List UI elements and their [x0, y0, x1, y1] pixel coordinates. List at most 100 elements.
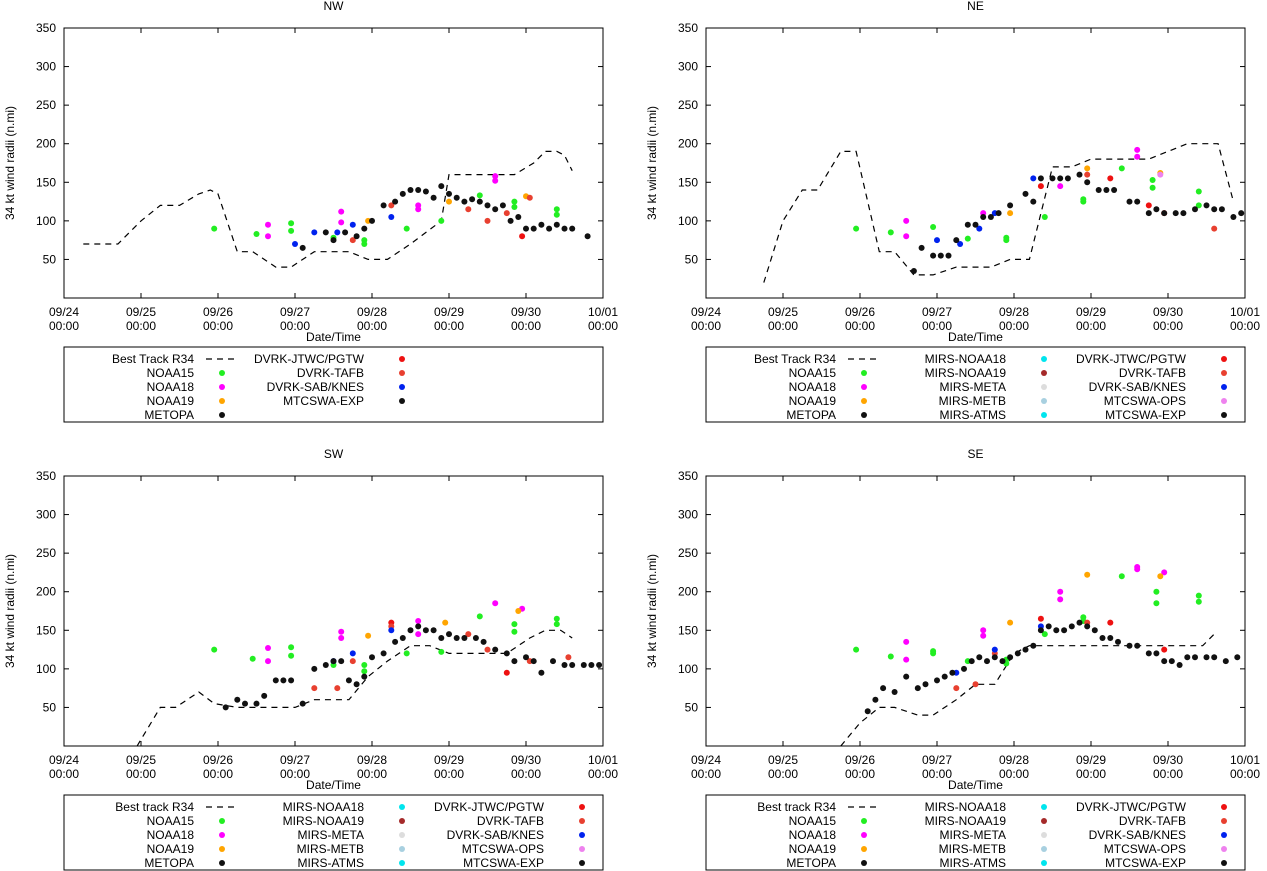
legend-dot-symbol: [861, 846, 867, 852]
data-point: [453, 635, 460, 641]
series-mtcswa-exp: [910, 171, 1245, 274]
legend-frame: [705, 794, 1246, 871]
data-point: [1061, 627, 1068, 634]
legend-dot-symbol: [861, 384, 867, 390]
data-point: [561, 225, 568, 232]
x-tick-label-time: 00:00: [434, 319, 464, 333]
data-point: [1168, 658, 1175, 665]
x-tick-label-time: 00:00: [280, 319, 310, 333]
data-point: [903, 233, 910, 240]
y-axis-label: 34 kt wind radii (n.mi): [3, 106, 17, 220]
data-point: [972, 681, 979, 688]
legend-dot-symbol: [219, 818, 225, 824]
data-point: [980, 627, 987, 634]
data-point: [484, 646, 491, 653]
legend-label: MTCSWA-OPS: [462, 842, 544, 856]
legend-label: MIRS-META: [940, 828, 1006, 842]
legend-frame: [63, 346, 604, 423]
data-point: [538, 221, 545, 228]
legend-dot-symbol: [861, 818, 867, 824]
legend-dot-symbol: [219, 412, 225, 418]
data-point: [999, 658, 1006, 665]
data-point: [1195, 202, 1202, 209]
legend-dot-symbol: [399, 818, 405, 824]
legend-dot-symbol: [1221, 370, 1227, 376]
data-point: [1037, 175, 1044, 182]
data-point: [476, 613, 483, 620]
legend-label: Best Track R34: [754, 352, 836, 366]
data-point: [553, 211, 560, 218]
data-point: [1064, 175, 1071, 182]
data-point: [891, 689, 898, 695]
data-point: [503, 210, 510, 217]
legend-label: METOPA: [786, 856, 836, 870]
data-point: [507, 217, 514, 224]
data-point: [1107, 619, 1114, 626]
x-tick-label-time: 00:00: [203, 767, 233, 781]
data-point: [311, 665, 318, 672]
legend-label: NOAA19: [147, 842, 195, 856]
y-axis-label: 34 kt wind radii (n.mi): [3, 554, 17, 668]
data-point: [1030, 175, 1037, 182]
x-tick-label-time: 00:00: [49, 319, 79, 333]
x-tick-label-date: 09/27: [922, 753, 952, 767]
data-point: [388, 202, 395, 209]
data-point: [1084, 179, 1091, 186]
data-point: [415, 623, 422, 630]
data-point: [1149, 177, 1156, 183]
data-point: [569, 662, 576, 668]
y-tick-label: 350: [36, 21, 56, 35]
legend-label: NOAA15: [147, 814, 195, 828]
x-tick-label-date: 09/30: [1153, 753, 1183, 767]
x-tick-label-date: 09/27: [280, 753, 310, 767]
legend-dot-symbol: [1041, 860, 1047, 866]
x-tick-label-date: 09/29: [1076, 305, 1106, 319]
data-point: [361, 668, 368, 675]
data-point: [511, 628, 518, 635]
data-point: [1041, 631, 1048, 638]
data-point: [1134, 642, 1141, 649]
legend-dot-symbol: [861, 370, 867, 376]
legend-dot-symbol: [579, 804, 585, 810]
data-point: [553, 206, 560, 213]
data-point: [472, 635, 479, 641]
x-tick-label-time: 00:00: [434, 767, 464, 781]
series-dvrk-sab-knes: [934, 175, 1037, 247]
data-point: [461, 198, 468, 205]
data-point: [561, 662, 568, 668]
data-point: [553, 221, 560, 228]
x-tick-label-time: 00:00: [511, 319, 541, 333]
data-point: [334, 229, 341, 236]
legend-dot-symbol: [861, 412, 867, 418]
data-point: [1084, 165, 1091, 172]
legend-label: DVRK-TAFB: [1119, 366, 1186, 380]
data-point: [995, 210, 1002, 217]
x-tick-label-date: 09/30: [1153, 305, 1183, 319]
data-point: [361, 673, 368, 680]
data-point: [407, 627, 414, 634]
data-point: [1157, 573, 1164, 580]
data-point: [1153, 588, 1160, 595]
data-point: [349, 658, 356, 665]
data-point: [369, 654, 375, 661]
x-axis-label: Date/Time: [306, 330, 361, 344]
data-point: [311, 229, 318, 236]
data-point: [365, 632, 372, 639]
legend-dot-symbol: [1041, 412, 1047, 418]
legend-dot-symbol: [861, 398, 867, 404]
data-point: [503, 669, 510, 676]
data-point: [361, 662, 368, 668]
y-tick-label: 350: [36, 469, 56, 483]
data-point: [853, 225, 860, 232]
legend-dot-symbol: [219, 846, 225, 852]
data-point: [222, 704, 229, 711]
y-tick-label: 150: [678, 175, 698, 189]
data-point: [503, 650, 510, 657]
data-point: [1084, 571, 1091, 578]
best-track-line: [763, 143, 1234, 283]
legend-dot-symbol: [579, 818, 585, 824]
data-point: [242, 700, 248, 707]
chart-panel-ne: NE5010015020025030035009/2400:0009/2500:…: [645, 0, 1260, 423]
